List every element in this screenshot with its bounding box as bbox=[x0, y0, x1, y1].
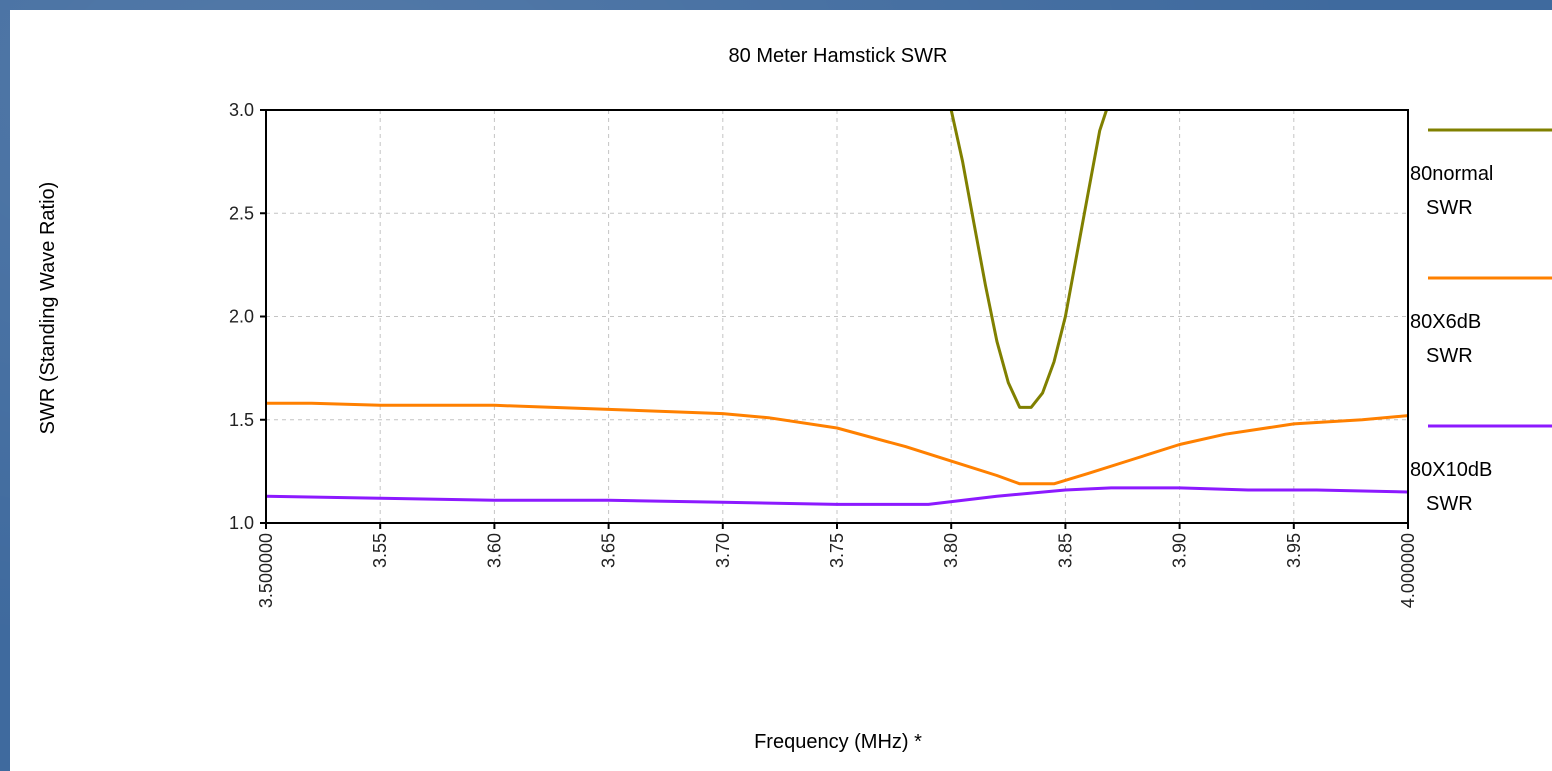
swr-line-chart: 80 Meter Hamstick SWR 1.0 1.5 2.0 2.5 3.0 3.… bbox=[37, 45, 1552, 753]
x-tick-label: 3.60 bbox=[484, 533, 504, 568]
legend-label-1: SWR bbox=[1426, 197, 1473, 219]
legend: 80normal SWR 80X6dB SWR 80X10dB SWR bbox=[1410, 128, 1552, 515]
legend-label-2: SWR bbox=[1426, 345, 1473, 367]
chart-panel: 80 Meter Hamstick SWR 1.0 1.5 2.0 2.5 3.0 3.… bbox=[10, 10, 1552, 771]
legend-label-3: 80X10dB bbox=[1410, 459, 1492, 481]
series-line-3 bbox=[266, 486, 1408, 506]
y-tick-label: 2.0 bbox=[229, 307, 254, 327]
x-tick-label: 3.75 bbox=[827, 533, 847, 568]
x-tick-label: 3.85 bbox=[1055, 533, 1075, 568]
x-tick-label: 3.500000 bbox=[256, 533, 276, 608]
series-line-1 bbox=[949, 110, 1108, 409]
y-axis-ticks: 1.0 1.5 2.0 2.5 3.0 bbox=[229, 100, 266, 533]
chart-title: 80 Meter Hamstick SWR bbox=[729, 45, 948, 67]
y-tick-label: 1.0 bbox=[229, 513, 254, 533]
grid-lines bbox=[266, 110, 1408, 523]
x-tick-label: 3.90 bbox=[1170, 533, 1190, 568]
x-axis-label: Frequency (MHz) * bbox=[754, 731, 922, 753]
y-tick-label: 1.5 bbox=[229, 410, 254, 430]
x-tick-label: 3.95 bbox=[1284, 533, 1304, 568]
y-axis-label: SWR (Standing Wave Ratio) bbox=[37, 182, 59, 435]
legend-label-1: 80normal bbox=[1410, 163, 1493, 185]
series-layer bbox=[266, 110, 1408, 506]
y-tick-label: 3.0 bbox=[229, 100, 254, 120]
legend-label-3: SWR bbox=[1426, 493, 1473, 515]
legend-label-2: 80X6dB bbox=[1410, 311, 1481, 333]
y-tick-label: 2.5 bbox=[229, 203, 254, 223]
x-tick-label: 3.65 bbox=[599, 533, 619, 568]
x-tick-label: 3.70 bbox=[713, 533, 733, 568]
x-tick-label: 3.80 bbox=[941, 533, 961, 568]
series-line-2 bbox=[266, 401, 1408, 486]
x-axis-ticks: 3.500000 3.55 3.60 3.65 3.70 3.75 3.80 3.85 3.90… bbox=[256, 523, 1418, 608]
x-tick-label: 3.55 bbox=[370, 533, 390, 568]
x-tick-label: 4.000000 bbox=[1398, 533, 1418, 608]
